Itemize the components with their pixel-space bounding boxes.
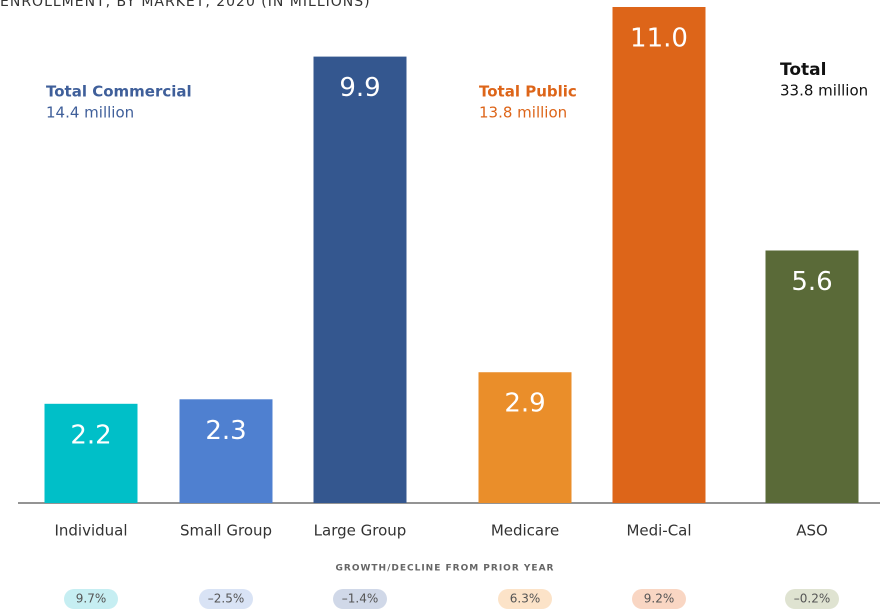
value-label: 11.0 xyxy=(630,24,688,54)
growth-label: 9.2% xyxy=(644,592,675,606)
annotation-text: 14.4 million xyxy=(46,104,134,122)
bar xyxy=(478,372,572,503)
growth-pill xyxy=(632,589,686,609)
growth-pill xyxy=(785,589,839,609)
annotation-title: Total Public xyxy=(479,83,577,101)
growth-pill xyxy=(199,589,253,609)
value-label: 5.6 xyxy=(791,267,832,297)
annotation-title: Total Commercial xyxy=(46,83,192,101)
growth-title: GROWTH/DECLINE FROM PRIOR YEAR xyxy=(336,564,555,574)
growth-label: –0.2% xyxy=(794,592,831,606)
annotation-text: 33.8 million xyxy=(780,82,868,100)
chart-title: ENROLLMENT, BY MARKET, 2020 (IN MILLIONS… xyxy=(0,0,371,10)
x-tick-label: Small Group xyxy=(180,522,272,540)
bar xyxy=(765,250,859,503)
growth-label: 6.3% xyxy=(510,592,541,606)
annotation-text: 13.8 million xyxy=(479,104,567,122)
annotation-title: Total xyxy=(780,60,826,80)
growth-pill xyxy=(64,589,118,609)
x-tick-label: Medi-Cal xyxy=(626,522,691,540)
value-label: 2.9 xyxy=(504,389,545,419)
x-tick-label: Large Group xyxy=(314,522,407,540)
x-tick-label: Medicare xyxy=(491,522,559,540)
growth-label: –1.4% xyxy=(342,592,379,606)
x-tick-label: ASO xyxy=(796,522,828,540)
bar xyxy=(612,7,706,503)
growth-label: 9.7% xyxy=(76,592,107,606)
bar xyxy=(313,56,407,503)
growth-pill xyxy=(333,589,387,609)
growth-pill xyxy=(498,589,552,609)
bar xyxy=(179,399,273,503)
growth-label: –2.5% xyxy=(208,592,245,606)
value-label: 2.3 xyxy=(205,416,246,446)
value-label: 9.9 xyxy=(339,73,380,103)
bar xyxy=(44,403,138,503)
x-tick-label: Individual xyxy=(54,522,127,540)
value-label: 2.2 xyxy=(70,420,111,450)
